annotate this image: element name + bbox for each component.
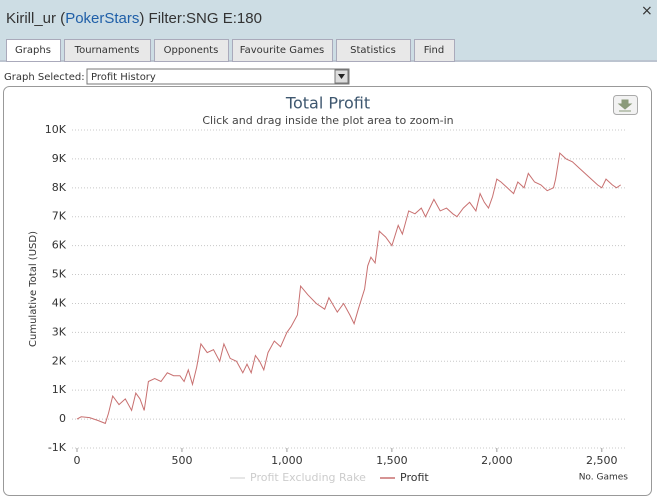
chart-panel <box>3 86 652 496</box>
y-tick-label: 0 <box>59 412 66 425</box>
y-tick-label: 5K <box>52 268 67 281</box>
y-tick-label: 6K <box>52 239 67 252</box>
y-tick-label: 9K <box>52 152 67 165</box>
x-tick-label: 1,500 <box>376 454 408 467</box>
chart-subtitle: Click and drag inside the plot area to z… <box>202 114 453 127</box>
graph-dropdown-value: Profit History <box>91 72 156 83</box>
graph-selected-label: Graph Selected: <box>4 72 85 83</box>
tab-label: Tournaments <box>74 45 140 56</box>
chart-title: Total Profit <box>285 94 370 113</box>
tab[interactable] <box>154 39 229 62</box>
tab[interactable] <box>336 39 411 62</box>
legend-label[interactable]: Profit Excluding Rake <box>250 471 366 484</box>
x-tick-label: 0 <box>74 454 81 467</box>
user: Kirill_ur ( <box>6 10 65 27</box>
window-title: Kirill_ur (PokerStars) Filter:SNG E:180 <box>6 10 262 27</box>
dropdown-arrow <box>338 74 345 79</box>
filter: ) Filter:SNG E:180 <box>139 10 262 27</box>
y-tick-label: 8K <box>52 181 67 194</box>
y-tick-label: 3K <box>52 325 67 338</box>
y-tick-label: 2K <box>52 354 67 367</box>
x-tick-label: 500 <box>171 454 192 467</box>
profit-line <box>76 152 621 425</box>
x-tick-label: 2,000 <box>481 454 513 467</box>
download-icon <box>617 99 633 112</box>
close-button[interactable]: × <box>641 3 653 19</box>
x-axis-title: No. Games <box>579 473 629 483</box>
y-axis-title: Cumulative Total (USD) <box>28 231 39 347</box>
tab-label: Statistics <box>350 45 396 56</box>
site[interactable]: PokerStars <box>65 10 139 27</box>
x-tick-label: 2,500 <box>586 454 618 467</box>
tab[interactable] <box>64 39 151 62</box>
tab-label: Opponents <box>164 45 219 56</box>
graph-dropdown[interactable] <box>86 68 350 85</box>
tab[interactable] <box>232 39 333 62</box>
tab-label: Find <box>424 45 445 56</box>
y-tick-label: 4K <box>52 296 67 309</box>
y-tick-label: -1K <box>48 441 67 454</box>
y-tick-label: 10K <box>45 123 67 136</box>
tab[interactable] <box>414 39 455 62</box>
tab-label: Graphs <box>15 45 51 56</box>
legend-label[interactable]: Profit <box>400 471 429 484</box>
y-tick-label: 7K <box>52 210 67 223</box>
tab-label: Favourite Games <box>240 45 324 56</box>
tab[interactable] <box>6 39 61 62</box>
y-tick-label: 1K <box>52 383 67 396</box>
x-tick-label: 1,000 <box>271 454 303 467</box>
